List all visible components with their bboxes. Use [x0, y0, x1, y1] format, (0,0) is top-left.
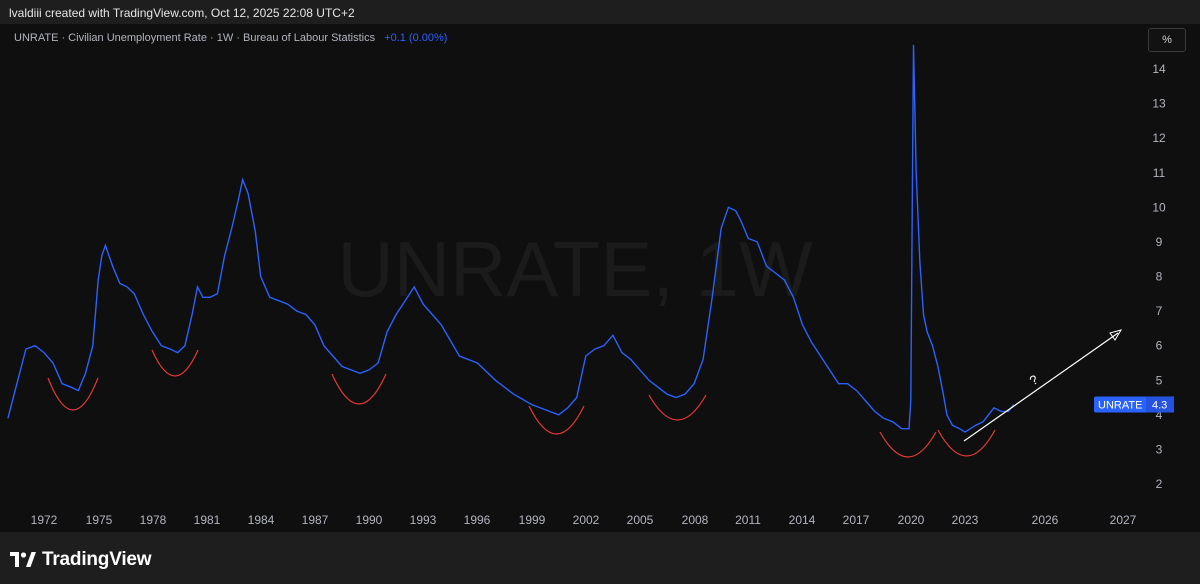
trend-arrow — [963, 332, 1119, 442]
x-tick-label: 2027 — [1110, 513, 1137, 527]
x-tick-label: 2014 — [789, 513, 816, 527]
x-tick-label: 1987 — [302, 513, 329, 527]
trough-arc — [331, 373, 387, 405]
y-tick-label: 13 — [1152, 97, 1166, 111]
last-price-symbol: UNRATE — [1098, 399, 1142, 411]
trough-arcs — [47, 349, 996, 458]
y-tick-label: 14 — [1152, 62, 1166, 76]
x-tick-label: 1996 — [464, 513, 491, 527]
y-tick-label: 11 — [1153, 166, 1166, 180]
trough-arc — [937, 429, 996, 457]
x-tick-label: 1975 — [86, 513, 113, 527]
x-tick-label: 2023 — [952, 513, 979, 527]
x-tick-label: 2002 — [573, 513, 600, 527]
chart-area[interactable] — [0, 24, 1200, 532]
question-mark-annotation: ? — [1027, 372, 1041, 389]
tradingview-logo-icon — [10, 552, 36, 567]
unrate-chart[interactable]: UNRATE, 1W ? 14 13 12 11 10 9 8 7 6 5 4 3 2 1972 1975… — [0, 24, 1200, 532]
percent-scale-button[interactable]: % — [1148, 28, 1186, 52]
trough-arc — [879, 431, 937, 458]
y-tick-label: 12 — [1152, 131, 1166, 145]
trend-arrowhead — [1109, 329, 1123, 341]
last-price-value-bg — [1146, 396, 1174, 413]
x-tick-label: 2008 — [682, 513, 709, 527]
creator-credit: lvaldiii created with TradingView.com, O… — [9, 6, 355, 20]
trough-arc — [151, 349, 199, 377]
x-tick-label: 2011 — [735, 513, 761, 527]
last-price-value: 4.3 — [1152, 399, 1167, 411]
legend-change: +0.1 (0.00%) — [384, 32, 448, 44]
tradingview-logo: TradingView — [10, 549, 152, 571]
y-axis[interactable]: 14 13 12 11 10 9 8 7 6 5 4 3 2 — [1152, 62, 1166, 491]
x-tick-label: 1972 — [31, 513, 58, 527]
last-price-label: UNRATE 4.3 — [1094, 396, 1174, 413]
y-tick-label: 7 — [1156, 304, 1163, 318]
chart-legend[interactable]: UNRATE · Civilian Unemployment Rate · 1W… — [14, 32, 447, 44]
chart-watermark: UNRATE, 1W — [337, 225, 813, 313]
x-tick-label: 1981 — [194, 513, 221, 527]
y-tick-label: 9 — [1156, 235, 1163, 249]
y-tick-label: 6 — [1156, 339, 1163, 353]
x-tick-label: 1999 — [519, 513, 546, 527]
y-tick-label: 5 — [1156, 373, 1163, 387]
top-bar: lvaldiii created with TradingView.com, O… — [0, 0, 1200, 24]
y-tick-label: 8 — [1156, 270, 1163, 284]
trough-arc — [648, 394, 707, 421]
x-tick-label: 1993 — [410, 513, 437, 527]
unrate-series-line — [7, 44, 1015, 433]
x-tick-label: 2020 — [898, 513, 925, 527]
trough-arc — [528, 405, 585, 435]
y-tick-label: 4 — [1156, 408, 1163, 422]
legend-symbol-line: UNRATE · Civilian Unemployment Rate · 1W… — [14, 32, 376, 44]
x-tick-label: 1978 — [140, 513, 167, 527]
x-tick-label: 2026 — [1032, 513, 1059, 527]
footer — [0, 532, 1200, 584]
y-tick-label: 10 — [1152, 200, 1166, 214]
x-tick-label: 2017 — [843, 513, 870, 527]
y-tick-label: 2 — [1156, 477, 1163, 491]
y-tick-label: 3 — [1156, 442, 1163, 456]
x-tick-label: 1984 — [248, 513, 275, 527]
x-axis[interactable]: 1972 1975 1978 1981 1984 1987 1990 1993 1996 1999… — [31, 513, 1137, 527]
x-tick-label: 2005 — [627, 513, 654, 527]
x-tick-label: 1990 — [356, 513, 383, 527]
tradingview-brand-text: TradingView — [42, 549, 152, 570]
trough-arc — [47, 377, 99, 411]
